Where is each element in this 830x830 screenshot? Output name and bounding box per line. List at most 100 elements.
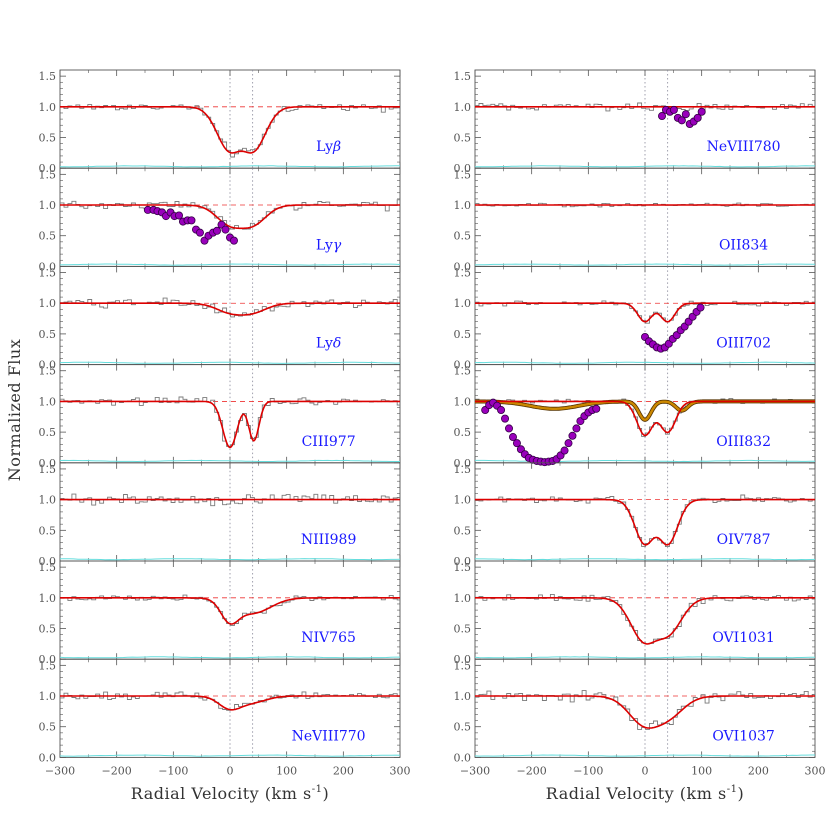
error-spectrum — [59, 361, 401, 364]
x-tick-label: −300 — [460, 764, 490, 777]
panel-niv765: 0.0 0.5 1.0 1.5 NIV765 — [39, 560, 401, 666]
ion-label: Lyγ — [316, 237, 342, 253]
y-tick-label: 1.0 — [39, 395, 57, 408]
y-tick-label: 1.5 — [39, 365, 57, 378]
fitted-model — [475, 400, 815, 437]
excluded-point — [229, 236, 238, 245]
error-spectrum — [474, 754, 815, 757]
fitted-model — [475, 597, 815, 645]
ion-label-greek: δ — [333, 336, 341, 352]
y-tick-label: 0.5 — [39, 426, 57, 439]
y-tick-label: 1.5 — [39, 70, 57, 83]
y-tick-label: 1.5 — [454, 70, 472, 83]
panel-neviii770: 0.0 0.5 1.0 1.5 NeVIII770 — [39, 658, 401, 764]
y-tick-label: 1.0 — [39, 690, 57, 703]
panels-group: 0.00.51.01.5Lyβ0.00.51.01.5Lyγ0.00.51.01… — [39, 69, 826, 777]
excluded-point — [221, 225, 230, 234]
y-tick-label: 0.5 — [454, 721, 472, 734]
y-tick-label: 0.0 — [454, 260, 472, 273]
y-tick-label: 0.5 — [454, 623, 472, 636]
error-spectrum — [59, 459, 400, 463]
excluded-point — [572, 424, 581, 433]
y-tick-label: 1.0 — [454, 395, 472, 408]
fitted-model — [60, 597, 400, 625]
y-tick-label: 1.5 — [454, 168, 472, 181]
fitted-model — [475, 695, 815, 729]
y-tick-label: 0.5 — [39, 328, 57, 341]
panel-niii989: 0.0 0.5 1.0 1.5 NIII989 — [39, 462, 401, 568]
fitted-model — [60, 204, 400, 230]
y-tick-label: 1.0 — [454, 690, 472, 703]
excluded-point — [560, 446, 569, 455]
y-tick-label: 1.0 — [39, 297, 57, 310]
excluded-point — [681, 110, 690, 119]
panel-oiv787: 0.0 0.5 1.0 1.5 OIV787 — [454, 462, 816, 568]
ion-label: OVI1031 — [712, 630, 775, 646]
y-tick-label: 0.0 — [454, 555, 472, 568]
error-spectrum — [59, 263, 401, 266]
fitted-model — [60, 302, 400, 316]
ion-label-base: Ly — [316, 139, 333, 155]
panel-ovi1031: 0.0 0.5 1.0 1.5 OVI1031 — [454, 560, 816, 666]
y-tick-label: 0.5 — [454, 230, 472, 243]
ion-label: CIII977 — [302, 434, 356, 450]
x-axis-title-left-sup: -1 — [312, 784, 323, 795]
y-tick-label: 0.5 — [454, 132, 472, 145]
panel-ovi1037: 0.0 0.5 1.0 1.5 OVI1037 — [454, 658, 816, 764]
error-spectrum — [59, 754, 401, 757]
x-tick-label: −100 — [573, 764, 603, 777]
ion-label: Lyβ — [316, 139, 341, 155]
excluded-point — [497, 406, 506, 415]
excluded-point — [508, 433, 517, 442]
y-tick-label: 0.0 — [454, 359, 472, 372]
y-tick-label: 0.0 — [39, 260, 57, 273]
y-tick-label: 0.5 — [454, 426, 472, 439]
y-tick-label: 0.0 — [454, 457, 472, 470]
panel-ly: 0.0 0.5 1.0 1.5 Lyβ — [39, 69, 401, 175]
y-tick-label: 1.5 — [39, 659, 57, 672]
y-tick-label: 0.5 — [39, 230, 57, 243]
y-tick-label: 1.5 — [454, 463, 472, 476]
x-axis-title-right-sup: -1 — [727, 784, 738, 795]
excluded-point — [669, 105, 678, 114]
x-tick-label: −100 — [158, 764, 188, 777]
y-tick-label: 0.5 — [39, 623, 57, 636]
x-tick-label: −200 — [102, 764, 132, 777]
observed-spectrum — [60, 104, 400, 158]
y-tick-label: 0.0 — [39, 653, 57, 666]
ion-label: NeVIII780 — [707, 139, 781, 155]
excluded-point — [512, 439, 521, 448]
y-tick-label: 0.5 — [39, 132, 57, 145]
y-tick-label: 0.5 — [454, 328, 472, 341]
excluded-point — [568, 431, 577, 440]
x-axis-title-right-close: ) — [737, 784, 744, 803]
panel-oiii702: 0.0 0.5 1.0 1.5 OIII702 — [454, 265, 816, 372]
ion-label: OIII702 — [716, 336, 771, 352]
fitted-model — [60, 695, 400, 711]
error-spectrum — [60, 165, 400, 168]
x-tick-label: 300 — [390, 764, 411, 777]
y-tick-label: 1.5 — [39, 267, 57, 280]
x-tick-label: 0 — [227, 764, 234, 777]
error-spectrum — [475, 165, 815, 168]
y-tick-label: 1.0 — [39, 199, 57, 212]
x-tick-label: 200 — [333, 764, 354, 777]
panel-neviii780: 0.0 0.5 1.0 1.5 NeVIII780 — [454, 69, 816, 175]
y-tick-label: 0.0 — [39, 457, 57, 470]
y-tick-label: 0.5 — [39, 721, 57, 734]
error-spectrum — [474, 361, 816, 364]
excluded-point — [658, 112, 667, 121]
y-tick-label: 1.5 — [454, 365, 472, 378]
x-axis-title-right-main: Radial Velocity (km s — [546, 784, 727, 803]
error-spectrum — [474, 263, 815, 266]
x-axis-title-left: Radial Velocity (km s-1) — [131, 784, 329, 803]
x-tick-label: 0 — [642, 764, 649, 777]
excluded-point — [677, 116, 686, 125]
panel-ly: 0.0 0.5 1.0 1.5 Lyδ — [39, 265, 401, 372]
observed-spectrum — [475, 102, 815, 114]
y-tick-label: 1.0 — [454, 101, 472, 114]
excluded-point — [697, 107, 706, 116]
x-tick-label: −300 — [45, 764, 75, 777]
y-tick-label: 1.0 — [39, 101, 57, 114]
excluded-point — [564, 439, 573, 448]
